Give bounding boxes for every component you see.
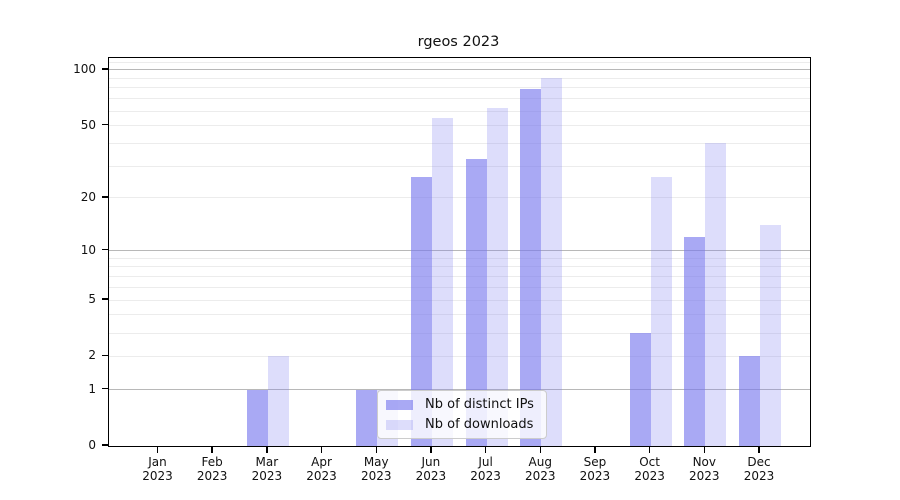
- x-axis-tick: [320, 446, 323, 453]
- x-axis-tick-label: Jun 2023: [415, 455, 447, 483]
- x-axis-tick-label: Sep 2023: [579, 455, 611, 483]
- gridline-minor: [109, 332, 810, 334]
- gridline-minor: [109, 77, 810, 79]
- legend: Nb of distinct IPs Nb of downloads: [377, 390, 547, 439]
- x-axis-tick: [594, 446, 596, 453]
- gridline-minor: [109, 197, 810, 199]
- gridline-minor: [109, 286, 810, 288]
- x-axis-tick-label: Jul 2023: [470, 455, 501, 483]
- gridline-minor: [109, 266, 810, 268]
- bar-downloads: [650, 177, 672, 446]
- bar-distinct-ips: [520, 88, 542, 446]
- bar-distinct-ips: [629, 333, 651, 446]
- gridline-minor: [109, 314, 810, 316]
- x-axis-tick-label: Oct 2023: [634, 455, 665, 483]
- y-axis-tick: [102, 387, 108, 390]
- x-axis-tick: [539, 446, 541, 453]
- bar-distinct-ips: [738, 356, 760, 446]
- x-axis-tick-label: Dec 2023: [743, 455, 775, 483]
- x-axis-tick: [266, 446, 268, 453]
- y-axis-tick-label: 50: [80, 117, 96, 132]
- gridline-major: [109, 250, 810, 252]
- bar-downloads: [759, 225, 781, 446]
- x-axis-tick-label: Feb 2023: [196, 455, 228, 483]
- bar-distinct-ips: [684, 237, 706, 446]
- x-axis-tick: [375, 446, 377, 453]
- gridline-minor: [109, 276, 810, 278]
- y-axis-tick-label: 100: [73, 61, 96, 76]
- legend-label-downloads: Nb of downloads: [425, 417, 534, 432]
- legend-item-distinct-ips: Nb of distinct IPs: [386, 397, 534, 412]
- gridline-minor: [109, 355, 810, 357]
- x-axis-tick: [484, 446, 487, 453]
- y-axis-tick-label: 0: [88, 438, 96, 452]
- y-axis-tick: [102, 196, 108, 198]
- gridline-minor: [109, 299, 810, 301]
- gridline-minor: [109, 257, 810, 259]
- x-axis-tick: [703, 446, 705, 453]
- y-axis-tick: [102, 298, 108, 300]
- x-axis-tick-label: Nov 2023: [689, 455, 720, 483]
- x-axis-tick: [430, 446, 432, 453]
- y-axis-tick: [102, 354, 108, 357]
- gridline-minor: [109, 98, 810, 100]
- legend-label-distinct-ips: Nb of distinct IPs: [425, 397, 534, 412]
- gridline-minor: [109, 142, 810, 144]
- gridline-major: [109, 69, 810, 71]
- bar-distinct-ips: [465, 158, 487, 446]
- x-axis-tick-label: May 2023: [360, 455, 392, 483]
- y-axis-tick-label: 2: [88, 348, 96, 363]
- bar-distinct-ips: [356, 389, 378, 446]
- gridline-minor: [109, 165, 810, 167]
- gridline-minor: [109, 110, 810, 112]
- y-axis-tick-label: 5: [88, 292, 96, 307]
- plot-area: [108, 57, 811, 447]
- legend-item-downloads: Nb of downloads: [386, 417, 534, 432]
- x-axis-tick: [648, 446, 651, 453]
- x-axis-tick-label: Jan 2023: [142, 455, 173, 483]
- x-axis-tick: [758, 446, 760, 453]
- bar-downloads: [486, 108, 508, 446]
- x-axis-tick: [211, 446, 213, 453]
- y-axis-tick-label: 1: [88, 381, 96, 396]
- x-axis-tick-label: Apr 2023: [306, 455, 337, 483]
- chart-title: rgeos 2023: [417, 34, 500, 50]
- bar-downloads: [431, 118, 453, 446]
- y-axis-tick: [102, 248, 108, 251]
- gridline-minor: [109, 61, 810, 63]
- x-axis-tick-label: Mar 2023: [251, 455, 283, 483]
- legend-swatch-downloads: [386, 419, 413, 430]
- bar-distinct-ips: [246, 389, 268, 446]
- bar-downloads: [267, 356, 289, 446]
- y-axis-tick: [102, 68, 108, 70]
- y-axis-tick-label: 20: [80, 189, 96, 204]
- gridline-major: [109, 389, 810, 391]
- gridline-minor: [109, 87, 810, 89]
- bar-distinct-ips: [410, 177, 432, 446]
- legend-swatch-distinct-ips: [386, 399, 413, 410]
- y-axis-tick: [102, 444, 108, 446]
- bar-downloads: [541, 78, 563, 446]
- y-axis-tick-label: 10: [80, 242, 96, 257]
- gridline-minor: [109, 125, 810, 127]
- y-axis-tick: [102, 123, 108, 126]
- bar-downloads: [705, 143, 727, 446]
- x-axis-tick: [156, 446, 159, 453]
- x-axis-tick-label: Aug 2023: [524, 455, 556, 483]
